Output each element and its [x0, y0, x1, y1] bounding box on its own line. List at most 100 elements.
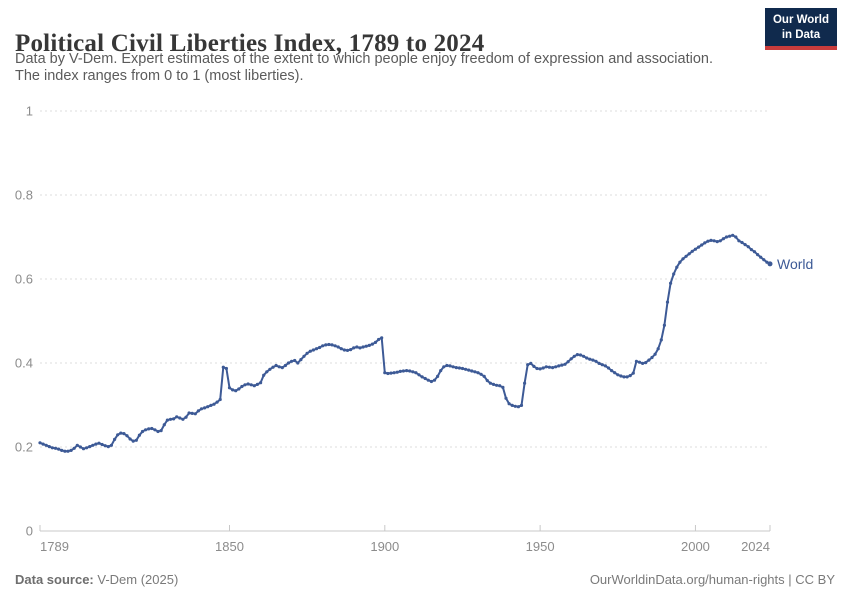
data-point-marker	[302, 354, 306, 358]
data-point-marker	[706, 239, 710, 243]
data-point-marker	[495, 383, 499, 387]
chart-subtitle-line2: The index ranges from 0 to 1 (most liber…	[15, 68, 304, 84]
data-point-marker	[206, 405, 210, 409]
data-point-marker	[355, 345, 359, 349]
data-point-marker	[721, 237, 726, 241]
data-point-marker	[535, 366, 539, 371]
data-point-marker	[380, 336, 384, 340]
data-point-marker	[178, 416, 182, 420]
data-point-marker	[693, 247, 698, 251]
series-label-world[interactable]: World	[777, 256, 813, 272]
x-axis-tick-label: 1950	[526, 539, 555, 554]
chart-footer: Data source: V-Dem (2025) OurWorldinData…	[15, 572, 835, 587]
data-point-marker	[327, 342, 331, 347]
data-point-marker	[467, 368, 471, 372]
data-point-marker	[432, 378, 437, 382]
data-point-marker	[681, 257, 685, 261]
data-point-marker	[286, 361, 291, 365]
data-point-marker	[703, 241, 707, 245]
data-point-marker	[476, 371, 480, 375]
owid-url-link[interactable]: OurWorldinData.org/human-rights	[589, 572, 785, 587]
chart-subtitle-line1: Data by V-Dem. Expert estimates of the e…	[15, 51, 713, 67]
data-point-marker	[439, 369, 443, 373]
data-point-marker	[271, 365, 275, 369]
data-point-marker	[566, 360, 570, 364]
data-point-marker	[634, 359, 639, 363]
data-point-marker	[585, 356, 589, 360]
x-axis-tick-label: 1850	[215, 539, 244, 554]
data-point-marker	[715, 240, 719, 244]
data-point-marker	[606, 366, 611, 370]
data-point-marker	[342, 348, 346, 352]
data-point-marker	[85, 446, 89, 450]
data-point-marker	[181, 417, 185, 421]
data-point-marker	[153, 428, 157, 432]
data-point-marker	[491, 382, 496, 386]
data-point-marker	[594, 359, 598, 363]
data-point-marker	[454, 366, 458, 370]
data-point-marker	[280, 366, 284, 370]
data-point-marker	[597, 361, 601, 365]
data-point-marker	[544, 365, 548, 369]
data-point-marker	[246, 382, 250, 386]
data-point-marker	[361, 345, 365, 349]
data-point-marker	[277, 365, 281, 369]
data-point-marker	[563, 362, 567, 366]
data-point-marker	[190, 411, 194, 415]
data-point-marker	[66, 449, 70, 453]
footer-separator: |	[784, 572, 796, 587]
data-point-marker	[603, 364, 608, 368]
data-point-marker	[662, 323, 667, 327]
data-point-marker	[38, 441, 42, 445]
data-point-marker	[395, 370, 399, 374]
data-point-marker	[526, 363, 530, 367]
data-point-marker	[100, 442, 104, 447]
data-point-marker	[370, 342, 374, 346]
data-point-marker	[426, 378, 430, 382]
data-point-marker	[551, 366, 555, 370]
data-point-marker	[234, 389, 238, 393]
data-point-marker	[373, 340, 378, 344]
data-point-marker	[684, 254, 688, 258]
data-point-marker	[622, 375, 626, 379]
data-point-marker	[69, 448, 73, 452]
data-point-marker	[647, 358, 651, 362]
data-point-marker	[314, 347, 319, 351]
data-point-marker	[283, 363, 287, 368]
data-point-marker	[383, 371, 387, 375]
data-point-marker	[221, 365, 225, 369]
series-end-marker	[767, 261, 773, 267]
data-point-marker	[377, 337, 381, 342]
data-point-marker	[50, 446, 55, 450]
data-point-marker	[519, 403, 524, 407]
data-point-marker	[582, 354, 586, 358]
data-point-marker	[203, 406, 207, 410]
data-point-marker	[75, 443, 79, 447]
data-point-marker	[485, 379, 489, 383]
data-point-marker	[88, 445, 92, 449]
data-point-marker	[743, 243, 747, 247]
data-point-marker	[330, 343, 334, 347]
data-point-marker	[165, 418, 169, 422]
data-point-marker	[352, 346, 356, 350]
y-axis-tick-label: 1	[26, 104, 33, 119]
data-point-marker	[588, 357, 592, 361]
data-point-marker	[231, 388, 235, 392]
data-point-marker	[94, 442, 98, 446]
x-axis-tick-label: 2000	[681, 539, 710, 554]
data-point-marker	[448, 364, 452, 368]
data-point-marker	[240, 384, 244, 389]
data-point-marker	[513, 404, 517, 408]
license-link[interactable]: CC BY	[795, 572, 835, 587]
data-point-marker	[249, 383, 253, 387]
world-line-series[interactable]	[39, 234, 771, 453]
data-point-marker	[451, 365, 455, 369]
data-point-marker	[569, 357, 573, 361]
data-point-marker	[255, 382, 259, 386]
data-point-marker	[172, 417, 176, 421]
data-point-marker	[529, 361, 533, 365]
data-point-marker	[125, 434, 129, 438]
data-point-marker	[557, 364, 561, 368]
